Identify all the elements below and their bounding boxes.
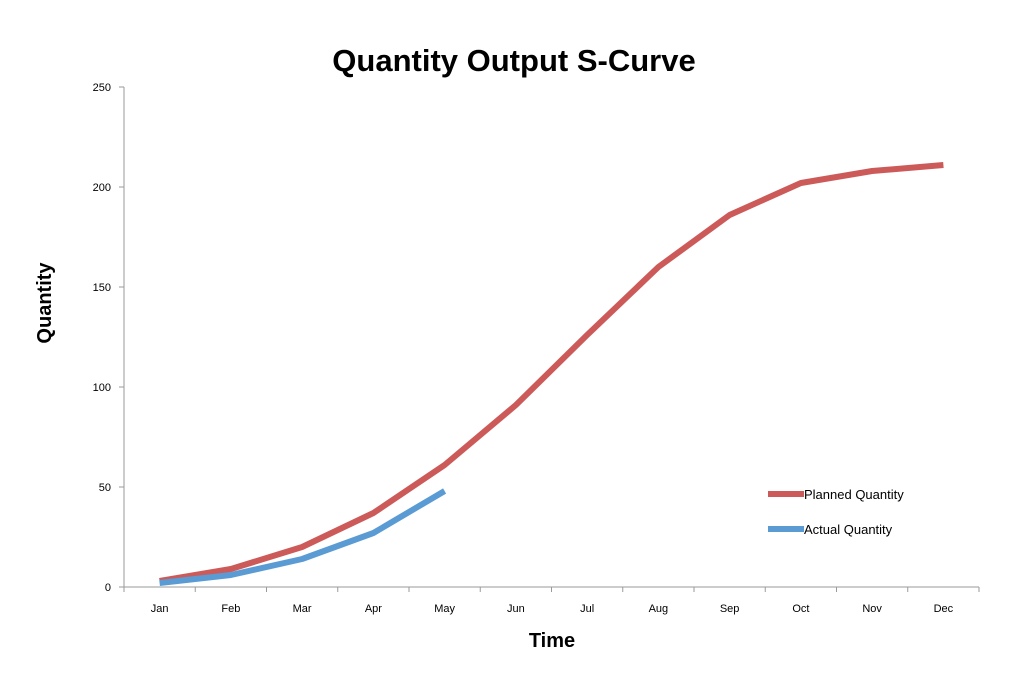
y-tick-label: 250 (93, 82, 111, 94)
x-tick-label: Nov (862, 603, 882, 615)
x-tick-label: Jan (151, 603, 169, 615)
x-tick-label: Apr (365, 603, 382, 615)
x-axis-title: Time (529, 630, 575, 652)
x-tick-label: Jun (507, 603, 525, 615)
x-tick-label: Aug (649, 603, 669, 615)
series-layer (159, 162, 944, 586)
x-tick-label: Mar (293, 603, 312, 615)
y-tick-label: 50 (99, 482, 111, 494)
x-tick-label: Dec (934, 603, 954, 615)
legend-label-actual-quantity: Actual Quantity (804, 522, 893, 537)
y-tick-label: 100 (93, 382, 111, 394)
x-tick-label: Jul (580, 603, 594, 615)
y-tick-label: 0 (105, 582, 111, 594)
chart-title: Quantity Output S-Curve (332, 43, 695, 78)
x-tick-label: Oct (792, 603, 809, 615)
x-tick-label: Feb (221, 603, 240, 615)
x-tick-label: Sep (720, 603, 740, 615)
x-axis-ticks: Jan Feb Mar Apr May Jun Jul Aug Sep Oct Nov Dec (123, 587, 980, 615)
y-tick-label: 200 (93, 182, 111, 194)
legend: Planned Quantity Actual Quantity (768, 487, 904, 537)
planned-quantity-line (159, 162, 944, 584)
actual-quantity-line (159, 488, 447, 586)
y-tick-label: 150 (93, 282, 111, 294)
y-axis-ticks: 0 50 100 150 200 250 (93, 82, 124, 594)
y-axis-title: Quantity (34, 262, 56, 344)
x-tick-label: May (434, 603, 455, 615)
legend-label-planned-quantity: Planned Quantity (804, 487, 904, 502)
